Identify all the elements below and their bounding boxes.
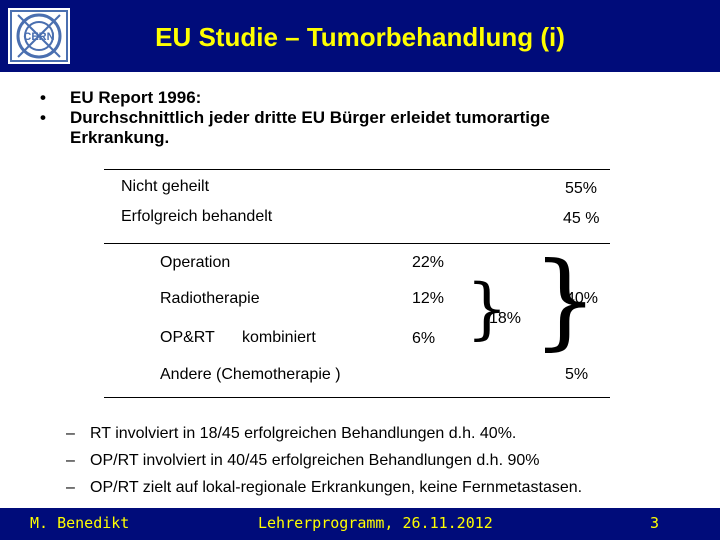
table-top-rule [104,169,610,170]
radiotherapie-label: Radiotherapie [160,290,260,307]
dash-item: – RT involviert in 18/45 erfolgreichen B… [66,420,706,447]
erfolgreich-label: Erfolgreich behandelt [121,208,273,225]
small-brace-icon: } [466,270,508,347]
operation-label: Operation [160,254,231,271]
table-mid-rule [104,243,610,244]
bullet-text-line2: Erkrankung. [70,128,170,147]
op-rt-label: OP&RT [160,329,215,346]
dash-marker: – [66,425,75,442]
footer-bar: M. Benedikt Lehrerprogramm, 26.11.2012 3 [0,508,720,540]
dash-text: RT involviert in 18/45 erfolgreichen Beh… [90,425,517,442]
group-small-value: 18% [489,310,522,327]
erfolgreich-value: 45 % [563,210,600,227]
radiotherapie-value: 12% [412,290,445,307]
op-rt-kombiniert-label: kombiniert [242,329,316,346]
dash-item: – OP/RT zielt auf lokal-regionale Erkran… [66,474,706,501]
dash-marker: – [66,479,75,496]
bullet-marker: • [40,88,46,107]
dash-marker: – [66,452,75,469]
bullet-marker: • [40,108,46,127]
andere-value: 5% [565,366,589,383]
bullet-text-line1: Durchschnittlich jeder dritte EU Bürger … [70,108,550,127]
group-large-value: 40% [566,290,599,307]
footer-author: M. Benedikt [30,514,130,532]
bullet-item: • Durchschnittlich jeder dritte EU Bürge… [40,108,700,148]
footer-event: Lehrerprogramm, 26.11.2012 [258,514,493,532]
slide-title: EU Studie – Tumorbehandlung (i) [155,22,565,52]
header-bar: CERN EU Studie – Tumorbehandlung (i) [0,0,720,72]
dash-list: – RT involviert in 18/45 erfolgreichen B… [66,420,706,501]
large-brace-icon: } [532,239,599,361]
nicht-geheilt-value: 55% [565,180,598,197]
andere-label: Andere (Chemotherapie ) [160,366,341,383]
operation-value: 22% [412,254,445,271]
cern-logo-icon: CERN [8,8,70,64]
logo-text: CERN [23,31,54,43]
bullet-text: EU Report 1996: [70,88,202,107]
table-bottom-rule [104,397,610,398]
dash-text: OP/RT zielt auf lokal-regionale Erkranku… [90,479,583,496]
cern-logo: CERN [8,8,70,64]
op-rt-value: 6% [412,330,436,347]
bullet-list: • EU Report 1996: • Durchschnittlich jed… [40,88,700,148]
bullet-item: • EU Report 1996: [40,88,700,108]
dash-text: OP/RT involviert in 40/45 erfolgreichen … [90,452,540,469]
nicht-geheilt-label: Nicht geheilt [121,178,210,195]
page-number: 3 [650,514,660,532]
dash-item: – OP/RT involviert in 40/45 erfolgreiche… [66,447,706,474]
